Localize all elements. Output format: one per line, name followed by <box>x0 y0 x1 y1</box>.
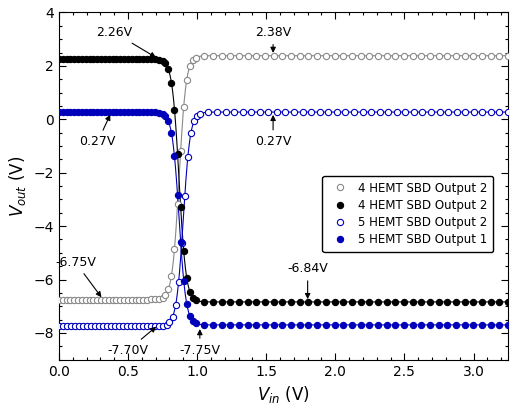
5 HEMT SBD Output 1 <box>375 323 381 328</box>
4 HEMT SBD Output 2 <box>401 53 407 58</box>
Text: -6.75V: -6.75V <box>55 256 101 296</box>
5 HEMT SBD Output 2 <box>445 110 451 115</box>
Line: 4 HEMT SBD Output 2: 4 HEMT SBD Output 2 <box>56 53 511 303</box>
5 HEMT SBD Output 2 <box>376 110 383 115</box>
4 HEMT SBD Output 2 <box>401 300 407 304</box>
4 HEMT SBD Output 2 <box>305 300 312 304</box>
4 HEMT SBD Output 2 <box>375 300 381 304</box>
Legend: 4 HEMT SBD Output 2, 4 HEMT SBD Output 2, 5 HEMT SBD Output 2, 5 HEMT SBD Output: 4 HEMT SBD Output 2, 4 HEMT SBD Output 2… <box>322 176 493 252</box>
Text: 0.27V: 0.27V <box>79 116 116 148</box>
Text: -7.70V: -7.70V <box>108 328 156 357</box>
5 HEMT SBD Output 2 <box>308 110 314 115</box>
5 HEMT SBD Output 1 <box>79 110 85 115</box>
Line: 4 HEMT SBD Output 2: 4 HEMT SBD Output 2 <box>56 56 511 305</box>
5 HEMT SBD Output 1 <box>401 323 407 328</box>
4 HEMT SBD Output 2 <box>305 53 312 58</box>
4 HEMT SBD Output 2 <box>384 300 390 304</box>
Line: 5 HEMT SBD Output 1: 5 HEMT SBD Output 1 <box>56 109 511 328</box>
4 HEMT SBD Output 2 <box>357 53 364 58</box>
5 HEMT SBD Output 2 <box>56 324 62 329</box>
5 HEMT SBD Output 2 <box>505 110 511 115</box>
5 HEMT SBD Output 2 <box>80 324 86 329</box>
4 HEMT SBD Output 2 <box>79 297 85 302</box>
4 HEMT SBD Output 2 <box>384 53 390 58</box>
Text: 2.38V: 2.38V <box>255 26 291 52</box>
Y-axis label: $V_{out}$ (V): $V_{out}$ (V) <box>7 155 28 217</box>
4 HEMT SBD Output 2 <box>375 53 381 58</box>
Text: 2.26V: 2.26V <box>96 26 155 57</box>
X-axis label: $V_{in}$ (V): $V_{in}$ (V) <box>257 384 310 405</box>
4 HEMT SBD Output 2 <box>56 56 62 61</box>
5 HEMT SBD Output 2 <box>359 110 366 115</box>
4 HEMT SBD Output 2 <box>357 300 364 304</box>
Text: -7.75V: -7.75V <box>179 330 220 357</box>
4 HEMT SBD Output 2 <box>79 56 85 61</box>
5 HEMT SBD Output 1 <box>505 323 511 328</box>
4 HEMT SBD Output 2 <box>444 53 451 58</box>
5 HEMT SBD Output 2 <box>402 110 408 115</box>
5 HEMT SBD Output 1 <box>384 323 390 328</box>
5 HEMT SBD Output 1 <box>444 323 451 328</box>
4 HEMT SBD Output 2 <box>56 297 62 302</box>
5 HEMT SBD Output 1 <box>56 110 62 115</box>
4 HEMT SBD Output 2 <box>505 53 511 58</box>
Line: 5 HEMT SBD Output 2: 5 HEMT SBD Output 2 <box>56 109 511 329</box>
5 HEMT SBD Output 1 <box>357 323 364 328</box>
4 HEMT SBD Output 2 <box>505 300 511 304</box>
5 HEMT SBD Output 1 <box>305 323 312 328</box>
Text: 0.27V: 0.27V <box>255 116 291 148</box>
Text: -6.84V: -6.84V <box>287 262 328 298</box>
5 HEMT SBD Output 2 <box>385 110 391 115</box>
4 HEMT SBD Output 2 <box>444 300 451 304</box>
